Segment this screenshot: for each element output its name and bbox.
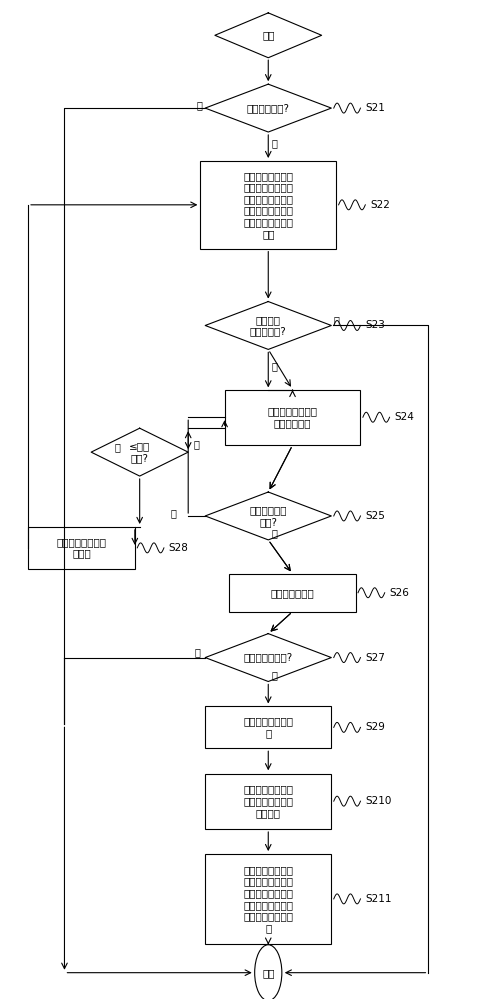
FancyBboxPatch shape: [28, 527, 135, 569]
Text: S211: S211: [366, 894, 392, 904]
Text: 否: 否: [194, 648, 201, 658]
Text: 否: 否: [114, 442, 120, 452]
FancyBboxPatch shape: [229, 574, 356, 612]
Polygon shape: [215, 13, 322, 58]
Text: S23: S23: [366, 320, 385, 330]
Text: S29: S29: [366, 722, 385, 732]
Text: 否: 否: [170, 508, 176, 518]
Polygon shape: [205, 302, 331, 349]
Text: S25: S25: [366, 511, 385, 521]
Text: 车辆超级
电容无故障?: 车辆超级 电容无故障?: [250, 315, 286, 336]
FancyBboxPatch shape: [205, 774, 331, 829]
Text: 执行受电器故障切
除动作: 执行受电器故障切 除动作: [57, 537, 106, 559]
FancyBboxPatch shape: [201, 161, 336, 249]
Polygon shape: [205, 84, 331, 132]
Text: S210: S210: [366, 796, 392, 806]
FancyBboxPatch shape: [224, 390, 361, 445]
Text: S27: S27: [366, 653, 385, 663]
Text: 开始: 开始: [262, 30, 275, 40]
Circle shape: [255, 945, 282, 1000]
Text: S24: S24: [394, 412, 414, 422]
Text: S22: S22: [370, 200, 390, 210]
Text: 车辆进站停稳?: 车辆进站停稳?: [247, 103, 290, 113]
Text: 发送车载允许充电
信息到地面充电站
控制系统: 发送车载允许充电 信息到地面充电站 控制系统: [243, 785, 293, 818]
Polygon shape: [91, 428, 188, 476]
Polygon shape: [205, 634, 331, 681]
Text: 是: 是: [193, 439, 199, 449]
Text: 是: 是: [272, 361, 278, 371]
Text: 是: 是: [272, 671, 278, 681]
Text: S21: S21: [366, 103, 385, 113]
Text: 发送升弓指令，控
制受电器上升: 发送升弓指令，控 制受电器上升: [267, 406, 318, 428]
Text: S26: S26: [389, 588, 409, 598]
Text: 控制受电器上升: 控制受电器上升: [271, 588, 314, 598]
Text: 结束: 结束: [262, 968, 275, 978]
Text: 成功发送升弓
指令?: 成功发送升弓 指令?: [249, 505, 287, 527]
Text: 否: 否: [197, 100, 203, 110]
Text: 受电器升弓到位?: 受电器升弓到位?: [244, 653, 293, 663]
Text: ≤指定
时间?: ≤指定 时间?: [129, 441, 150, 463]
Text: 是: 是: [272, 528, 278, 538]
Text: 发送车辆已停稳信
息至地面充电站控
制系统，接收地面
充电站控制系统发
送的地面允许充电
信息: 发送车辆已停稳信 息至地面充电站控 制系统，接收地面 充电站控制系统发 送的地面…: [243, 171, 293, 239]
Text: S28: S28: [169, 543, 189, 553]
Text: 车辆充电接触器闭
合: 车辆充电接触器闭 合: [243, 717, 293, 738]
Text: 是: 是: [272, 138, 278, 148]
FancyBboxPatch shape: [205, 706, 331, 748]
FancyBboxPatch shape: [205, 854, 331, 944]
Text: 否: 否: [334, 316, 340, 326]
Polygon shape: [205, 492, 331, 540]
Text: 充电完毕后，发送
降弓指令，控制受
电器下降，发送车
载禁止充电信息到
地面充电站控制系
统: 充电完毕后，发送 降弓指令，控制受 电器下降，发送车 载禁止充电信息到 地面充电…: [243, 865, 293, 933]
